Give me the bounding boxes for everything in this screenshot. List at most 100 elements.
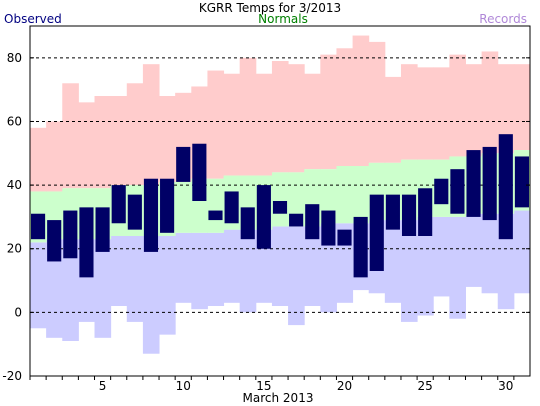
record-low-band-day-31 xyxy=(513,210,531,294)
observed-bar-day-15 xyxy=(256,185,271,249)
observed-bar-day-2 xyxy=(47,220,62,262)
observed-bar-day-1 xyxy=(31,213,46,240)
record-low-band-day-29 xyxy=(481,213,499,294)
record-low-band-day-3 xyxy=(62,239,79,341)
record-high-band-day-13 xyxy=(223,73,241,176)
record-high-band-day-3 xyxy=(62,83,79,189)
observed-bar-day-19 xyxy=(321,210,336,246)
x-tick-label-5: 5 xyxy=(99,379,107,393)
record-low-band-day-24 xyxy=(400,220,418,322)
record-high-band-day-5 xyxy=(94,96,112,189)
record-high-band-day-19 xyxy=(320,54,337,170)
record-low-band-day-14 xyxy=(239,229,257,313)
observed-bar-day-14 xyxy=(240,207,255,240)
record-high-band-day-25 xyxy=(417,67,434,160)
record-low-band-day-6 xyxy=(110,236,128,306)
normal-band-day-12 xyxy=(207,178,225,233)
normal-band-day-21 xyxy=(352,166,370,224)
record-high-band-day-29 xyxy=(481,51,499,154)
observed-bar-day-13 xyxy=(224,191,239,224)
record-low-band-day-12 xyxy=(207,232,225,306)
observed-bar-day-18 xyxy=(305,204,320,240)
observed-bar-day-28 xyxy=(466,150,481,217)
observed-bar-day-3 xyxy=(63,210,78,259)
observed-bar-day-20 xyxy=(337,229,352,246)
record-high-band-day-17 xyxy=(288,64,305,173)
observed-bar-day-29 xyxy=(482,146,497,221)
chart-title: KGRR Temps for 3/2013 xyxy=(199,1,341,15)
x-tick-label-15: 15 xyxy=(256,379,271,393)
record-high-band-day-12 xyxy=(207,70,225,179)
record-low-band-day-7 xyxy=(126,236,144,322)
record-high-band-day-1 xyxy=(30,127,47,192)
observed-bar-day-17 xyxy=(289,213,304,227)
observed-bar-day-23 xyxy=(385,194,400,230)
observed-bar-day-11 xyxy=(192,143,207,201)
x-tick-label-30: 30 xyxy=(498,379,513,393)
observed-bar-day-25 xyxy=(418,188,433,236)
observed-bar-day-27 xyxy=(450,169,465,214)
record-high-band-day-30 xyxy=(497,64,515,154)
record-high-band-day-20 xyxy=(336,48,354,166)
record-high-band-day-28 xyxy=(465,64,483,157)
plot-frame xyxy=(29,25,531,377)
record-low-band-day-5 xyxy=(94,239,112,338)
y-tick-label-40: 40 xyxy=(7,178,22,192)
normal-band-day-10 xyxy=(175,181,192,233)
observed-bars-layer xyxy=(31,134,529,278)
record-high-band-day-22 xyxy=(368,41,386,163)
y-tick-label-0: 0 xyxy=(14,305,22,319)
x-tick-label-10: 10 xyxy=(176,379,191,393)
y-tick-label-20: 20 xyxy=(7,242,22,256)
observed-bar-day-10 xyxy=(176,146,191,182)
observed-bar-day-12 xyxy=(208,210,223,221)
record-high-band-day-27 xyxy=(449,54,466,157)
observed-bar-day-26 xyxy=(434,178,449,205)
record-low-band-day-27 xyxy=(449,216,466,319)
record-high-band-day-4 xyxy=(78,102,96,189)
record-high-band-day-2 xyxy=(46,121,63,192)
record-low-band-day-10 xyxy=(175,232,192,303)
record-low-band-day-16 xyxy=(271,226,289,306)
observed-bar-day-31 xyxy=(514,156,529,208)
record-low-band-day-2 xyxy=(46,239,63,338)
normal-band-day-17 xyxy=(288,172,305,227)
record-low-band-day-13 xyxy=(223,229,241,303)
record-high-band-day-31 xyxy=(513,64,531,151)
axis-ticks: -20 0 20 40 60 80 5 10 15 20 25 30 xyxy=(2,51,530,393)
x-tick-label-25: 25 xyxy=(418,379,433,393)
x-tick-label-20: 20 xyxy=(337,379,352,393)
observed-bar-day-4 xyxy=(79,207,94,278)
record-high-band-day-15 xyxy=(255,73,273,176)
record-high-band-day-26 xyxy=(433,67,450,160)
legend-normals: Normals xyxy=(258,12,308,26)
record-low-band-day-26 xyxy=(433,216,450,297)
record-high-band-day-7 xyxy=(126,83,144,186)
record-low-band-day-17 xyxy=(288,226,305,326)
record-high-band-day-6 xyxy=(110,96,128,186)
record-high-band-day-24 xyxy=(400,64,418,160)
observed-bar-day-16 xyxy=(272,201,288,214)
record-high-band-day-14 xyxy=(239,57,257,176)
observed-bar-day-7 xyxy=(127,194,142,230)
observed-bar-day-22 xyxy=(369,194,384,271)
record-low-band-day-28 xyxy=(465,213,483,287)
observed-bar-day-24 xyxy=(401,194,417,236)
record-high-band-day-21 xyxy=(352,35,370,166)
y-tick-label--20: -20 xyxy=(2,369,22,383)
x-axis-label: March 2013 xyxy=(243,391,314,405)
record-low-band-day-25 xyxy=(417,216,434,316)
record-low-band-day-18 xyxy=(304,226,321,306)
observed-bar-day-30 xyxy=(498,134,513,240)
y-tick-label-80: 80 xyxy=(7,51,22,65)
record-low-band-day-8 xyxy=(142,236,160,354)
record-low-band-day-11 xyxy=(191,232,208,310)
y-tick-label-60: 60 xyxy=(7,114,22,128)
record-low-band-day-1 xyxy=(30,242,47,329)
normal-band-day-20 xyxy=(336,166,354,224)
record-high-band-day-23 xyxy=(384,76,402,163)
observed-bar-day-9 xyxy=(160,178,175,233)
record-low-band-day-23 xyxy=(384,220,402,303)
observed-bar-day-21 xyxy=(353,216,368,278)
